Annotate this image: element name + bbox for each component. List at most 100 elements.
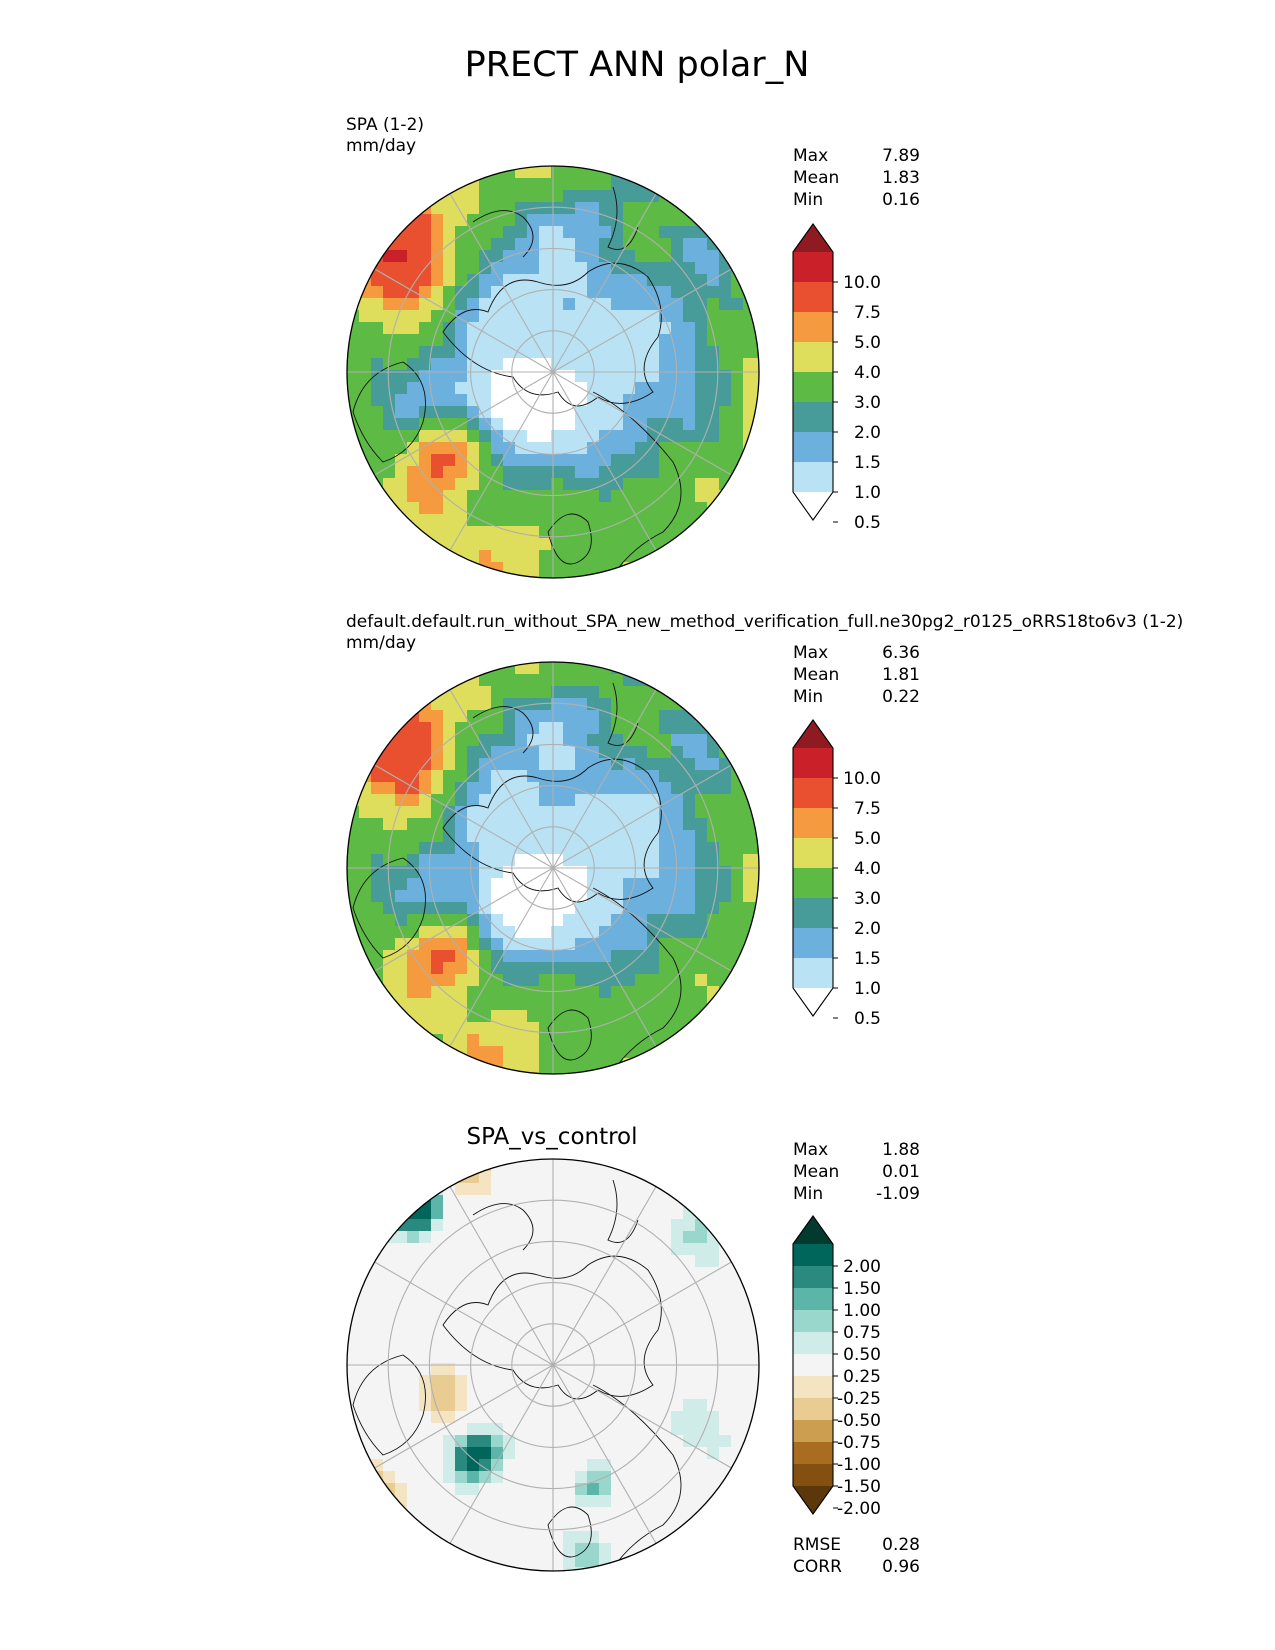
heatmap-cell [611,1279,624,1292]
heatmap-cell [359,1255,372,1268]
heatmap-cell [731,1471,744,1484]
panel-spa-units: mm/day [346,136,416,156]
heatmap-cell [707,1387,720,1400]
heatmap-cell [719,782,732,795]
heatmap-cell [515,902,528,915]
heatmap-cell [395,1399,408,1412]
heatmap-cell [419,370,432,383]
heatmap-cell [563,1070,576,1074]
heatmap-cell [563,1447,576,1460]
heatmap-cell [611,746,624,759]
heatmap-cell [635,1207,648,1220]
heatmap-cell [467,1022,480,1035]
heatmap-cell [575,1459,588,1472]
heatmap-cell [611,1183,624,1196]
heatmap-cell [551,334,564,347]
heatmap-cell [623,202,636,215]
heatmap-cell [395,406,408,419]
heatmap-cell [707,1267,720,1280]
heatmap-cell [491,418,504,431]
heatmap-cell [491,1267,504,1280]
heatmap-cell [623,310,636,323]
heatmap-cell [503,1231,516,1244]
heatmap-cell [647,1447,660,1460]
heatmap-cell [407,274,420,287]
heatmap-cell [431,890,444,903]
heatmap-cell [623,1351,636,1364]
heatmap-cell [383,1495,396,1508]
heatmap-cell [455,1423,468,1436]
coastline [607,682,639,746]
colorbar-segment [793,342,833,373]
metric-value: 0.28 [882,1535,920,1555]
heatmap-cell [623,1183,636,1196]
heatmap-cell [683,758,696,771]
heatmap-cell [551,178,564,191]
heatmap-cell [647,1267,660,1280]
heatmap-cell [731,298,744,311]
heatmap-cell [479,890,492,903]
heatmap-cell [431,1279,444,1292]
heatmap-cell [659,1495,672,1508]
heatmap-cell [671,214,684,227]
heatmap-cell [407,770,420,783]
heatmap-cell [563,478,576,491]
heatmap-cell [479,466,492,479]
heatmap-cell [527,1291,540,1304]
heatmap-cell [575,550,588,563]
heatmap-cell [455,1255,468,1268]
heatmap-cell [443,1010,456,1023]
heatmap-cell [695,1303,708,1316]
heatmap-cell [587,430,600,443]
heatmap-cell [683,1219,696,1232]
heatmap-cell [551,770,564,783]
heatmap-cell [407,394,420,407]
heatmap-cell [575,734,588,747]
heatmap-cell [755,806,759,819]
heatmap-cell [383,358,396,371]
coastline [472,1203,534,1251]
heatmap-cell [635,346,648,359]
heatmap-cell [527,902,540,915]
heatmap-cell [383,962,396,975]
heatmap-cell [623,686,636,699]
heatmap-cell [635,1267,648,1280]
heatmap-cell [539,830,552,843]
heatmap-cell [659,1243,672,1256]
heatmap-cell [455,1459,468,1472]
heatmap-cell [635,1507,648,1520]
heatmap-cell [611,734,624,747]
heatmap-cell [491,674,504,687]
heatmap-cell [575,394,588,407]
heatmap-cell [707,794,720,807]
heatmap-cell [683,1423,696,1436]
heatmap-cell [443,346,456,359]
heatmap-cell [527,574,540,578]
heatmap-cell [467,298,480,311]
meridian-line [374,371,554,476]
heatmap-cell [671,926,684,939]
colorbar-segment [793,372,833,403]
heatmap-cell [647,418,660,431]
heatmap-cell [695,310,708,323]
heatmap-cell [479,806,492,819]
heatmap-cell [347,866,360,879]
colorbar-tick-label: 1.5 [854,453,881,473]
heatmap-cell [719,1375,732,1388]
heatmap-cell [407,1375,420,1388]
heatmap-cell [467,1435,480,1448]
heatmap-cell [347,286,360,299]
heatmap-cell [635,734,648,747]
colorbar-tick-label: -1.50 [837,1477,881,1497]
heatmap-cell [599,698,612,711]
heatmap-cell [575,334,588,347]
heatmap-cell [731,890,744,903]
heatmap-cell [683,914,696,927]
heatmap-cell [515,1279,528,1292]
heatmap-cell [551,686,564,699]
heatmap-cell [503,1046,516,1059]
heatmap-cell [563,1291,576,1304]
heatmap-cell [695,1327,708,1340]
heatmap-cell [623,514,636,527]
heatmap-cell [671,310,684,323]
